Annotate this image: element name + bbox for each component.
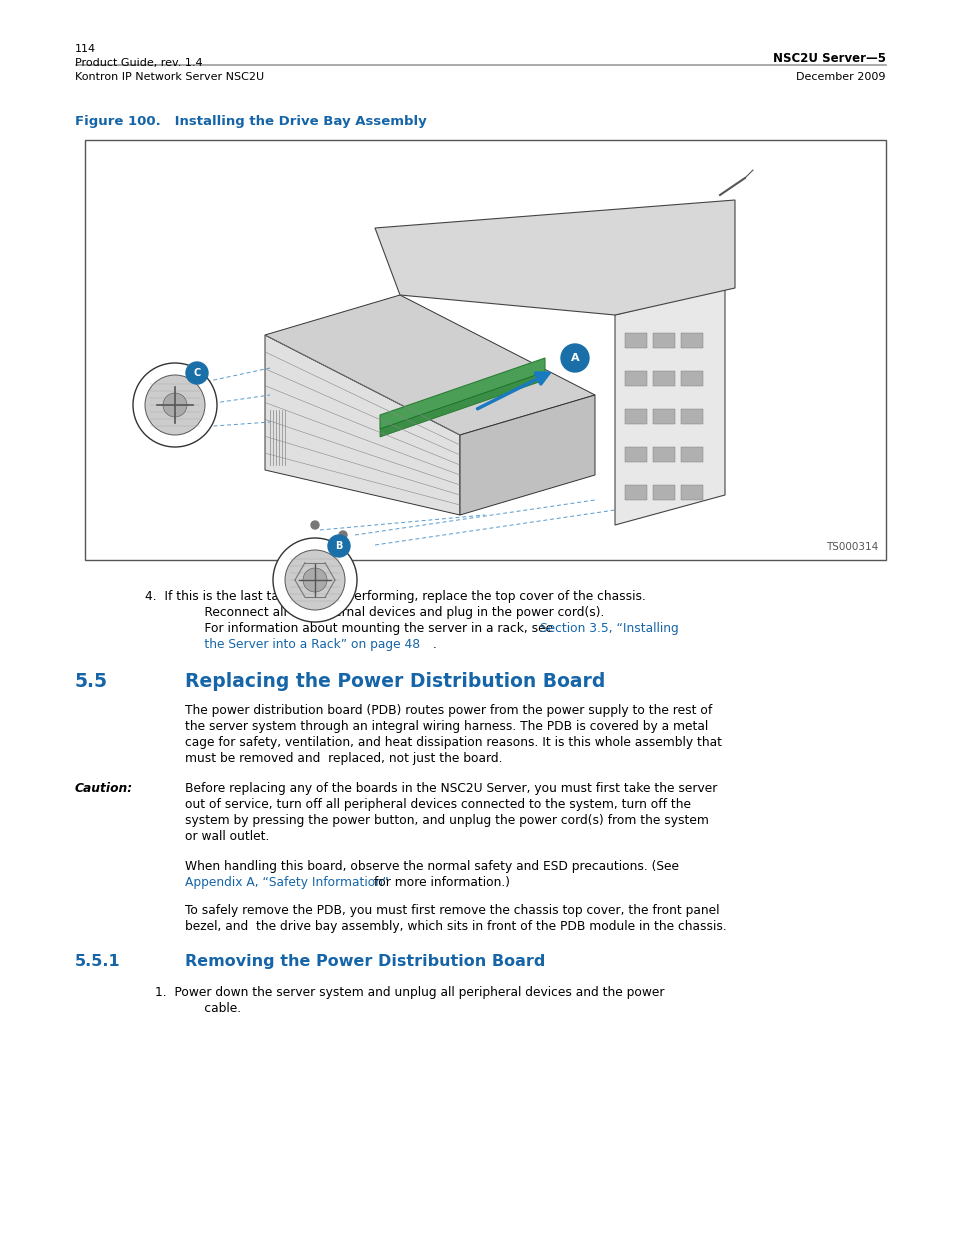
Circle shape <box>328 535 350 557</box>
Text: The power distribution board (PDB) routes power from the power supply to the res: The power distribution board (PDB) route… <box>185 704 712 718</box>
Text: cable.: cable. <box>185 1002 241 1015</box>
Text: .: . <box>433 638 436 651</box>
Text: or wall outlet.: or wall outlet. <box>185 830 269 844</box>
Text: Removing the Power Distribution Board: Removing the Power Distribution Board <box>185 953 545 969</box>
Bar <box>680 409 702 424</box>
Text: December 2009: December 2009 <box>796 72 885 82</box>
Text: C: C <box>193 368 200 378</box>
Text: For information about mounting the server in a rack, see: For information about mounting the serve… <box>185 622 557 635</box>
Circle shape <box>560 345 588 372</box>
Polygon shape <box>265 295 595 435</box>
Text: system by pressing the power button, and unplug the power cord(s) from the syste: system by pressing the power button, and… <box>185 814 708 827</box>
Text: 5.5: 5.5 <box>75 672 108 692</box>
Bar <box>680 447 702 462</box>
Text: the Server into a Rack” on page 48: the Server into a Rack” on page 48 <box>185 638 419 651</box>
Bar <box>624 409 646 424</box>
Text: Replacing the Power Distribution Board: Replacing the Power Distribution Board <box>185 672 605 692</box>
Text: must be removed and  replaced, not just the board.: must be removed and replaced, not just t… <box>185 752 502 764</box>
Polygon shape <box>615 288 724 525</box>
Circle shape <box>285 550 345 610</box>
Text: B: B <box>335 541 342 551</box>
Circle shape <box>132 363 216 447</box>
Circle shape <box>338 531 347 538</box>
Bar <box>652 333 675 348</box>
Text: To safely remove the PDB, you must first remove the chassis top cover, the front: To safely remove the PDB, you must first… <box>185 904 719 918</box>
Text: When handling this board, observe the normal safety and ESD precautions. (See: When handling this board, observe the no… <box>185 860 679 873</box>
Text: out of service, turn off all peripheral devices connected to the system, turn of: out of service, turn off all peripheral … <box>185 798 690 811</box>
Text: Appendix A, “Safety Information”: Appendix A, “Safety Information” <box>185 876 388 889</box>
Text: 1.  Power down the server system and unplug all peripheral devices and the power: 1. Power down the server system and unpl… <box>154 986 664 999</box>
Text: Kontron IP Network Server NSC2U: Kontron IP Network Server NSC2U <box>75 72 264 82</box>
Text: Figure 100.   Installing the Drive Bay Assembly: Figure 100. Installing the Drive Bay Ass… <box>75 115 426 128</box>
Text: for more information.): for more information.) <box>370 876 510 889</box>
Bar <box>624 447 646 462</box>
Bar <box>624 370 646 387</box>
Bar <box>652 447 675 462</box>
Bar <box>652 485 675 500</box>
Polygon shape <box>379 358 544 429</box>
Circle shape <box>303 568 327 592</box>
Polygon shape <box>375 200 734 315</box>
Text: Section 3.5, “Installing: Section 3.5, “Installing <box>539 622 678 635</box>
Polygon shape <box>459 395 595 515</box>
Text: A: A <box>570 353 578 363</box>
FancyArrowPatch shape <box>477 373 549 409</box>
Text: 114: 114 <box>75 44 96 54</box>
Circle shape <box>186 362 208 384</box>
Bar <box>85 140 885 559</box>
Circle shape <box>311 521 318 529</box>
Text: NSC2U Server—5: NSC2U Server—5 <box>772 52 885 65</box>
Bar <box>680 485 702 500</box>
Text: Before replacing any of the boards in the NSC2U Server, you must first take the : Before replacing any of the boards in th… <box>185 782 717 795</box>
Text: 5.5.1: 5.5.1 <box>75 953 120 969</box>
Text: 4.  If this is the last task you are performing, replace the top cover of the ch: 4. If this is the last task you are perf… <box>145 590 645 603</box>
Bar <box>680 333 702 348</box>
Bar <box>624 333 646 348</box>
Bar <box>624 485 646 500</box>
Bar <box>652 409 675 424</box>
Text: Product Guide, rev. 1.4: Product Guide, rev. 1.4 <box>75 58 202 68</box>
Circle shape <box>163 393 187 417</box>
Text: TS000314: TS000314 <box>825 542 877 552</box>
Polygon shape <box>379 372 544 437</box>
Text: Reconnect all the external devices and plug in the power cord(s).: Reconnect all the external devices and p… <box>185 606 604 619</box>
Polygon shape <box>265 335 459 515</box>
Circle shape <box>273 538 356 622</box>
Bar <box>680 370 702 387</box>
Text: cage for safety, ventilation, and heat dissipation reasons. It is this whole ass: cage for safety, ventilation, and heat d… <box>185 736 721 748</box>
Text: bezel, and  the drive bay assembly, which sits in front of the PDB module in the: bezel, and the drive bay assembly, which… <box>185 920 726 932</box>
Bar <box>652 370 675 387</box>
Text: Caution:: Caution: <box>75 782 133 795</box>
Text: the server system through an integral wiring harness. The PDB is covered by a me: the server system through an integral wi… <box>185 720 707 734</box>
Circle shape <box>145 375 205 435</box>
